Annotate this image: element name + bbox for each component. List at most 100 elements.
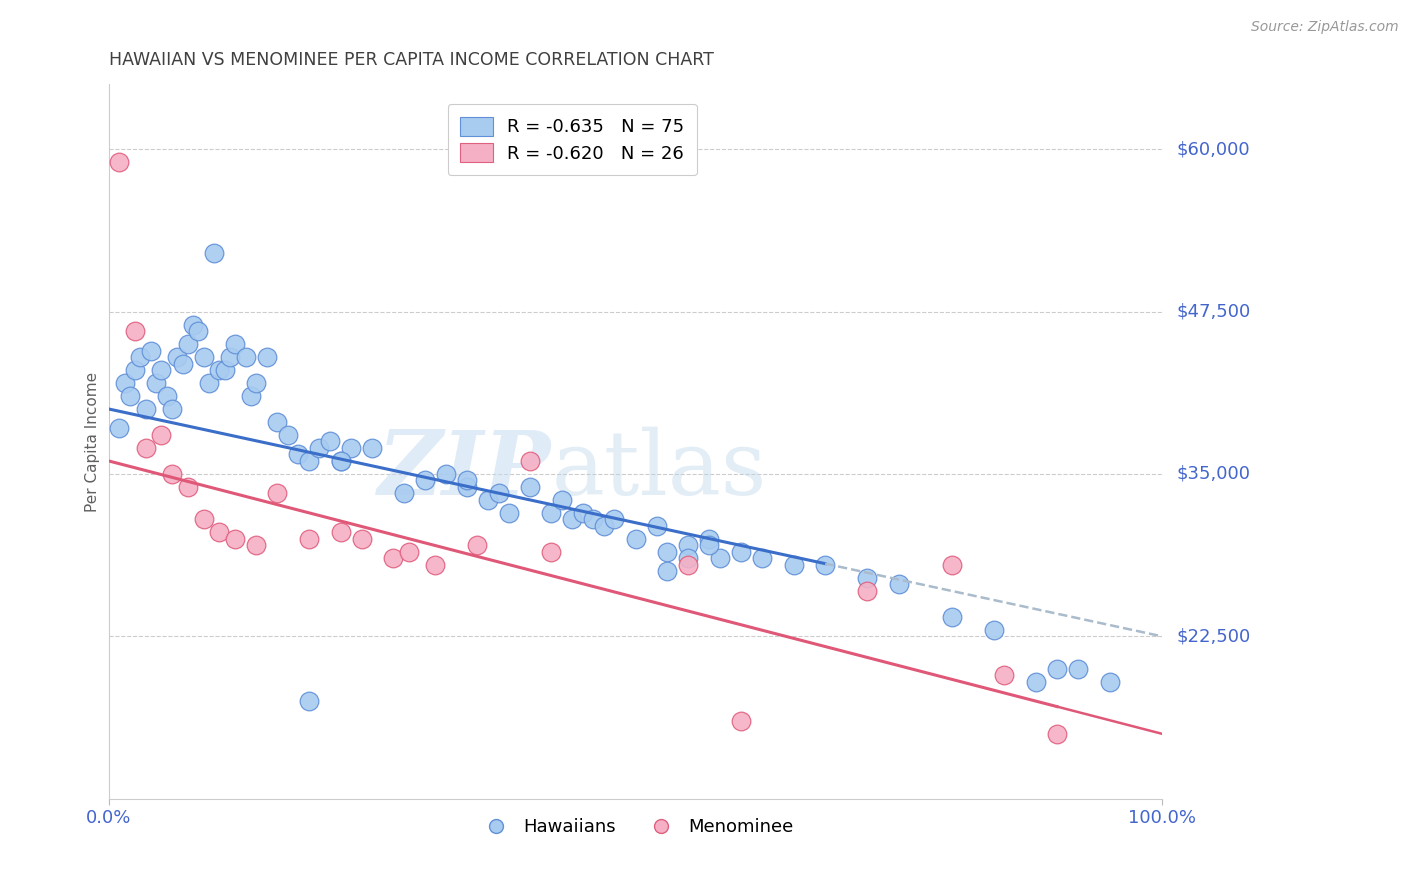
Point [108,155,131,169]
Point [319,434,342,449]
Point [697,532,720,546]
Point [298,694,321,708]
Point [676,538,699,552]
Point [561,512,583,526]
Point [277,428,299,442]
Point [887,577,910,591]
Point [983,623,1005,637]
Point [603,512,626,526]
Point [245,376,267,390]
Y-axis label: Per Capita Income: Per Capita Income [86,371,100,511]
Point [166,350,188,364]
Point [676,551,699,566]
Point [172,357,194,371]
Point [488,486,510,500]
Point [193,512,215,526]
Point [519,480,541,494]
Point [856,571,879,585]
Point [235,350,257,364]
Point [187,324,209,338]
Point [551,492,574,507]
Point [655,565,678,579]
Point [124,324,146,338]
Point [139,343,162,358]
Point [1025,674,1047,689]
Point [214,363,236,377]
Point [519,454,541,468]
Point [593,519,616,533]
Point [202,246,225,260]
Point [198,376,221,390]
Point [240,389,263,403]
Point [676,558,699,572]
Point [219,350,242,364]
Point [287,448,309,462]
Point [477,492,499,507]
Point [208,525,231,540]
Point [582,512,605,526]
Point [266,415,288,429]
Point [730,714,752,728]
Point [540,545,562,559]
Point [434,467,457,481]
Point [135,441,157,455]
Point [266,486,288,500]
Point [298,532,321,546]
Point [730,545,752,559]
Point [413,474,436,488]
Point [124,363,146,377]
Point [350,532,373,546]
Point [177,480,200,494]
Text: atlas: atlas [551,426,766,514]
Point [329,454,352,468]
Point [1046,727,1069,741]
Point [751,551,773,566]
Point [256,350,278,364]
Legend: Hawaiians, Menominee: Hawaiians, Menominee [471,811,800,844]
Point [118,389,141,403]
Point [655,545,678,559]
Point [177,337,200,351]
Point [224,337,246,351]
Point [425,558,447,572]
Point [145,376,167,390]
Point [329,525,352,540]
Point [108,421,131,435]
Point [856,583,879,598]
Text: Source: ZipAtlas.com: Source: ZipAtlas.com [1251,20,1399,34]
Text: $47,500: $47,500 [1177,302,1250,320]
Point [993,668,1015,682]
Point [456,480,478,494]
Point [208,363,231,377]
Point [160,402,183,417]
Point [498,506,520,520]
Point [298,454,321,468]
Point [456,474,478,488]
Point [645,519,668,533]
Point [114,376,136,390]
Point [697,538,720,552]
Point [782,558,804,572]
Point [1067,662,1090,676]
Point [308,441,330,455]
Point [193,350,215,364]
Point [941,558,963,572]
Point [224,532,246,546]
Point [624,532,647,546]
Text: ZIP: ZIP [378,426,551,513]
Point [572,506,595,520]
Point [1046,662,1069,676]
Point [329,454,352,468]
Text: $60,000: $60,000 [1177,140,1250,158]
Text: $35,000: $35,000 [1177,465,1250,483]
Point [392,486,415,500]
Point [156,389,179,403]
Point [129,350,152,364]
Point [135,402,157,417]
Point [709,551,731,566]
Text: HAWAIIAN VS MENOMINEE PER CAPITA INCOME CORRELATION CHART: HAWAIIAN VS MENOMINEE PER CAPITA INCOME … [108,51,714,69]
Point [340,441,363,455]
Point [160,467,183,481]
Point [245,538,267,552]
Point [467,538,489,552]
